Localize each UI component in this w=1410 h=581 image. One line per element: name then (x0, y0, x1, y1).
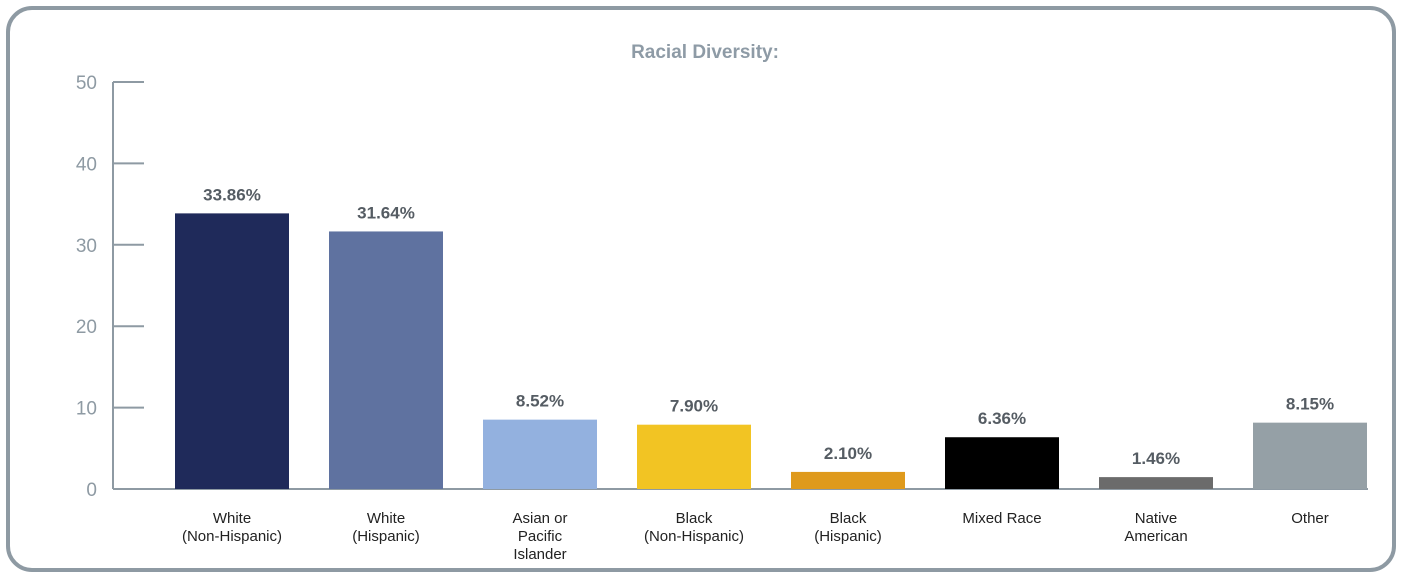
x-tick-label: Native American (1124, 510, 1187, 545)
bar (791, 471, 905, 489)
x-tick-label: Mixed Race (962, 510, 1041, 527)
x-axis-labels: White (Non-Hispanic) White (Hispanic) Asian … (182, 510, 1329, 563)
data-label: 8.52% (516, 392, 564, 411)
y-tick-label: 20 (76, 317, 97, 338)
x-tick-label: Black (Hispanic) (814, 510, 882, 545)
bars (175, 213, 1367, 490)
bar (945, 437, 1059, 489)
data-label: 33.86% (203, 185, 261, 204)
data-label: 2.10% (824, 444, 872, 463)
data-label: 8.15% (1286, 395, 1334, 414)
bar (1099, 477, 1213, 489)
bar (175, 213, 289, 490)
bar (1253, 422, 1367, 489)
y-tick-label: 40 (76, 154, 97, 175)
x-tick-label: White (Non-Hispanic) (182, 510, 282, 545)
y-tick-label: 30 (76, 236, 97, 257)
x-tick-label: Other (1291, 510, 1329, 527)
y-tick-label: 50 (76, 73, 97, 94)
bar (637, 424, 751, 489)
y-tick-label: 10 (76, 399, 97, 420)
bar (329, 231, 443, 490)
x-tick-label: Asian or Pacific Islander (512, 510, 567, 563)
bar (483, 419, 597, 489)
y-tick-label: 0 (86, 480, 97, 501)
data-label: 1.46% (1132, 449, 1180, 468)
value-labels: 33.86% 31.64% 8.52% 7.90% 2.10% 6.36% 1.46% 8.1… (203, 185, 1334, 468)
chart-title: Racial Diversity: (631, 42, 779, 63)
data-label: 7.90% (670, 397, 718, 416)
data-label: 31.64% (357, 203, 415, 222)
x-tick-label: Black (Non-Hispanic) (644, 510, 744, 545)
data-label: 6.36% (978, 409, 1026, 428)
x-tick-label: White (Hispanic) (352, 510, 420, 545)
